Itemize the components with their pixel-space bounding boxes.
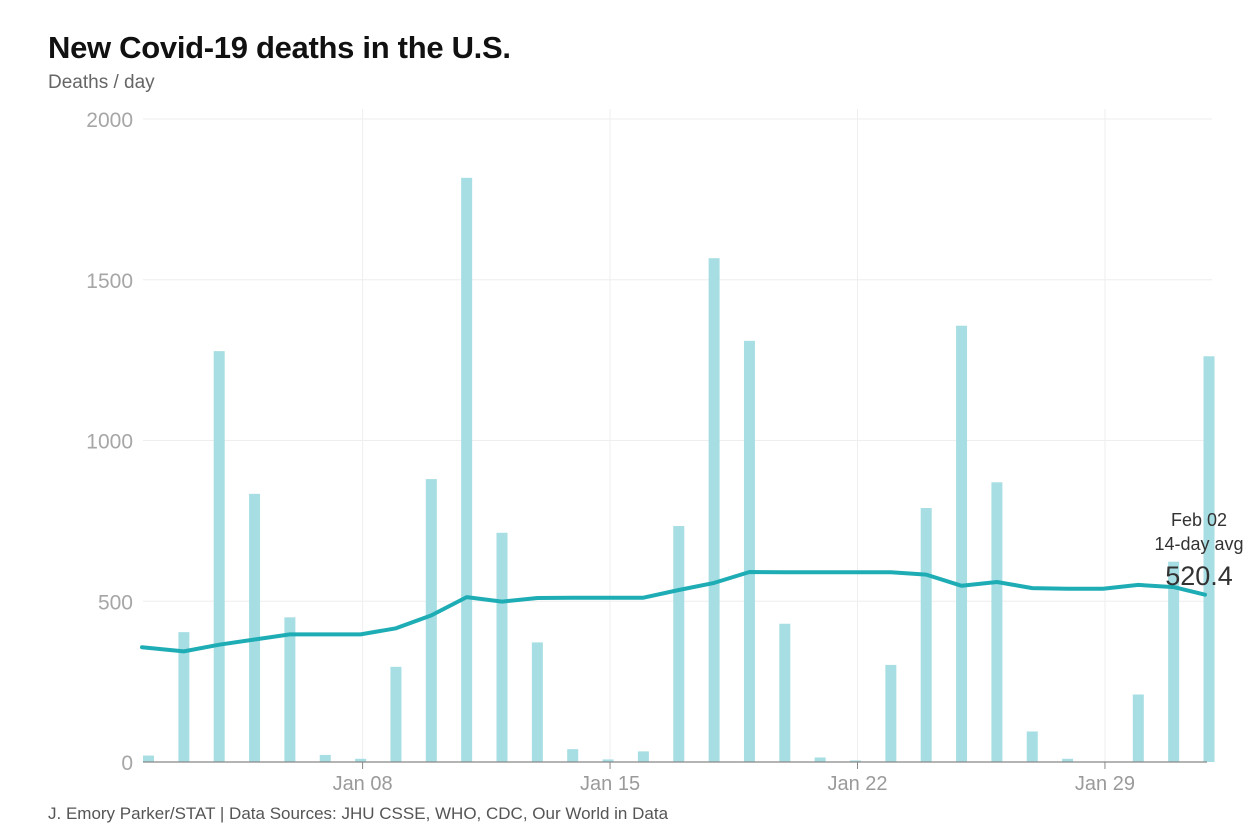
line-layer (140, 570, 1207, 654)
bar (496, 532, 508, 762)
source-credit: J. Emory Parker/STAT | Data Sources: JHU… (48, 804, 669, 823)
annotation-date: Feb 02 (1171, 510, 1227, 530)
bar (814, 757, 826, 762)
bar (743, 340, 755, 762)
bar (673, 526, 685, 762)
bar (1062, 758, 1074, 762)
y-tick-label: 2000 (86, 109, 133, 132)
annotation-label: 14-day avg (1154, 534, 1243, 554)
bar (602, 759, 614, 762)
y-tick-label: 0 (121, 752, 133, 775)
bar (885, 664, 897, 762)
chart-subtitle: Deaths / day (48, 72, 155, 93)
annotation-value: 520.4 (1165, 561, 1233, 591)
bar (637, 751, 649, 762)
bar (1203, 356, 1215, 762)
annotation-layer: Feb 02 14-day avg 520.4 (1154, 510, 1243, 591)
bar (213, 351, 225, 762)
bar-layer (143, 177, 1215, 763)
bar (1168, 561, 1180, 762)
avg-line (140, 570, 1207, 654)
y-tick-label: 1500 (86, 270, 133, 293)
bar (178, 632, 190, 762)
bar (920, 508, 932, 762)
axis-layer: 0 500 1000 1500 2000 Jan 08 Jan 15 Jan 22 Jan 29 (86, 109, 1207, 795)
y-tick-label: 500 (98, 591, 133, 614)
bar (425, 479, 437, 762)
bar (1132, 694, 1144, 762)
bar (319, 754, 331, 762)
bar (355, 758, 367, 762)
x-tick-label: Jan 08 (333, 773, 393, 795)
bar (779, 623, 791, 762)
bar (390, 666, 402, 762)
bar (531, 642, 543, 762)
bar (708, 258, 720, 762)
bar (143, 755, 154, 762)
chart-title: New Covid-19 deaths in the U.S. (48, 30, 511, 65)
bar (1026, 731, 1038, 762)
bar (991, 482, 1003, 762)
y-tick-label: 1000 (86, 431, 133, 454)
bar (850, 760, 861, 762)
x-tick-label: Jan 29 (1075, 773, 1135, 795)
bar (567, 749, 579, 762)
bar (284, 617, 296, 762)
x-tick-label: Jan 22 (827, 773, 887, 795)
bar (461, 177, 473, 763)
bar (249, 493, 261, 762)
x-tick-label: Jan 15 (580, 773, 640, 795)
bar (956, 325, 968, 762)
